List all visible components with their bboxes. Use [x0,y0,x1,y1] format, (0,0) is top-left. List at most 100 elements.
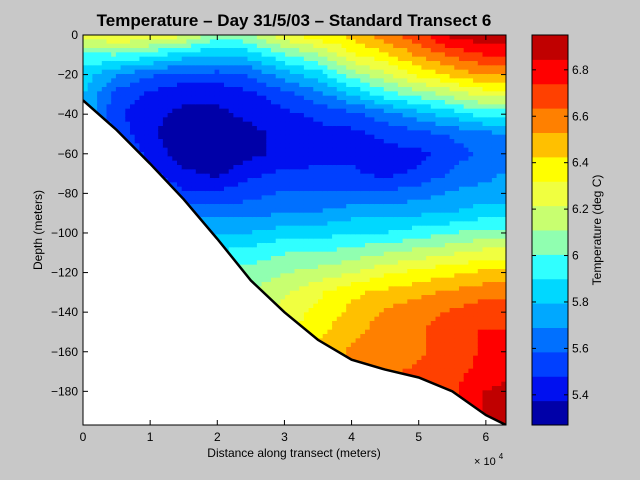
temperature-cell [228,234,234,240]
temperature-cell [158,152,164,157]
temperature-cell [303,256,310,261]
temperature-cell [172,69,178,75]
temperature-cell [209,186,216,192]
temperature-cell [191,61,197,66]
temperature-cell [242,247,249,253]
temperature-cell [275,234,281,240]
temperature-cell [294,269,300,274]
temperature-cell [318,152,324,157]
temperature-cell [313,290,319,296]
temperature-cell [299,199,305,205]
temperature-cell [233,121,239,127]
temperature-cell [172,108,178,114]
temperature-cell [341,186,347,192]
temperature-cell [308,329,314,335]
temperature-cell [256,48,263,53]
temperature-cell [247,273,253,279]
temperature-cell [322,212,328,218]
temperature-cell [158,126,164,131]
temperature-cell [205,113,211,118]
temperature-cell [195,56,202,62]
temperature-cell [336,290,343,296]
temperature-cell [120,100,126,105]
temperature-cell [134,69,140,75]
temperature-cell [322,165,328,170]
temperature-cell [233,117,239,123]
temperature-cell [177,61,183,66]
temperature-cell [271,230,277,235]
temperature-cell [162,113,169,118]
temperature-cell [238,61,244,66]
temperature-cell [308,65,314,71]
temperature-cell [191,130,197,136]
temperature-cell [336,334,343,339]
temperature-cell [224,156,230,162]
temperature-cell [224,243,230,248]
temperature-cell [336,342,343,348]
temperature-cell [303,325,310,331]
temperature-cell [332,217,338,222]
temperature-cell [97,91,103,97]
temperature-cell [158,108,164,114]
temperature-cell [280,121,286,127]
temperature-cell [322,299,328,305]
temperature-cell [289,290,296,296]
temperature-cell [336,312,343,318]
temperature-cell [224,204,230,209]
temperature-cell [313,134,319,140]
temperature-cell [238,165,244,170]
temperature-cell [177,169,183,175]
temperature-cell [111,100,117,105]
temperature-cell [205,212,211,218]
temperature-cell [256,100,263,105]
temperature-cell [252,178,258,183]
temperature-cell [177,39,183,45]
temperature-cell [280,152,286,157]
temperature-cell [242,56,249,62]
temperature-cell [130,117,136,123]
temperature-cell [247,178,253,183]
temperature-cell [158,95,164,101]
temperature-cell [205,74,211,79]
temperature-cell [200,204,206,209]
temperature-cell [322,121,328,127]
temperature-cell [266,230,272,235]
temperature-cell [219,39,225,45]
temperature-cell [238,152,244,157]
temperature-cell [87,95,93,101]
temperature-cell [271,108,277,114]
temperature-cell [322,329,328,335]
temperature-cell [242,69,249,75]
temperature-cell [327,121,333,127]
temperature-cell [214,139,220,144]
temperature-cell [247,82,253,88]
temperature-cell [214,69,220,75]
temperature-cell [313,208,319,214]
temperature-cell [162,95,169,101]
temperature-cell [106,117,112,123]
temperature-cell [219,121,225,127]
temperature-cell [219,186,225,192]
temperature-cell [186,143,192,149]
temperature-cell [280,295,286,300]
temperature-cell [280,35,286,40]
temperature-cell [191,121,197,127]
temperature-cell [266,273,272,279]
temperature-cell [186,121,192,127]
temperature-cell [195,204,202,209]
temperature-cell [238,74,244,79]
temperature-cell [191,191,197,196]
temperature-cell [294,104,300,110]
temperature-cell [242,256,249,261]
temperature-cell [191,204,197,209]
temperature-cell [341,35,347,40]
temperature-cell [318,221,324,227]
temperature-cell [181,134,187,140]
temperature-cell [186,43,192,49]
temperature-cell [252,61,258,66]
temperature-cell [200,160,206,166]
temperature-cell [322,286,328,292]
temperature-cell [322,316,328,322]
temperature-cell [233,56,239,62]
temperature-cell [144,113,150,118]
